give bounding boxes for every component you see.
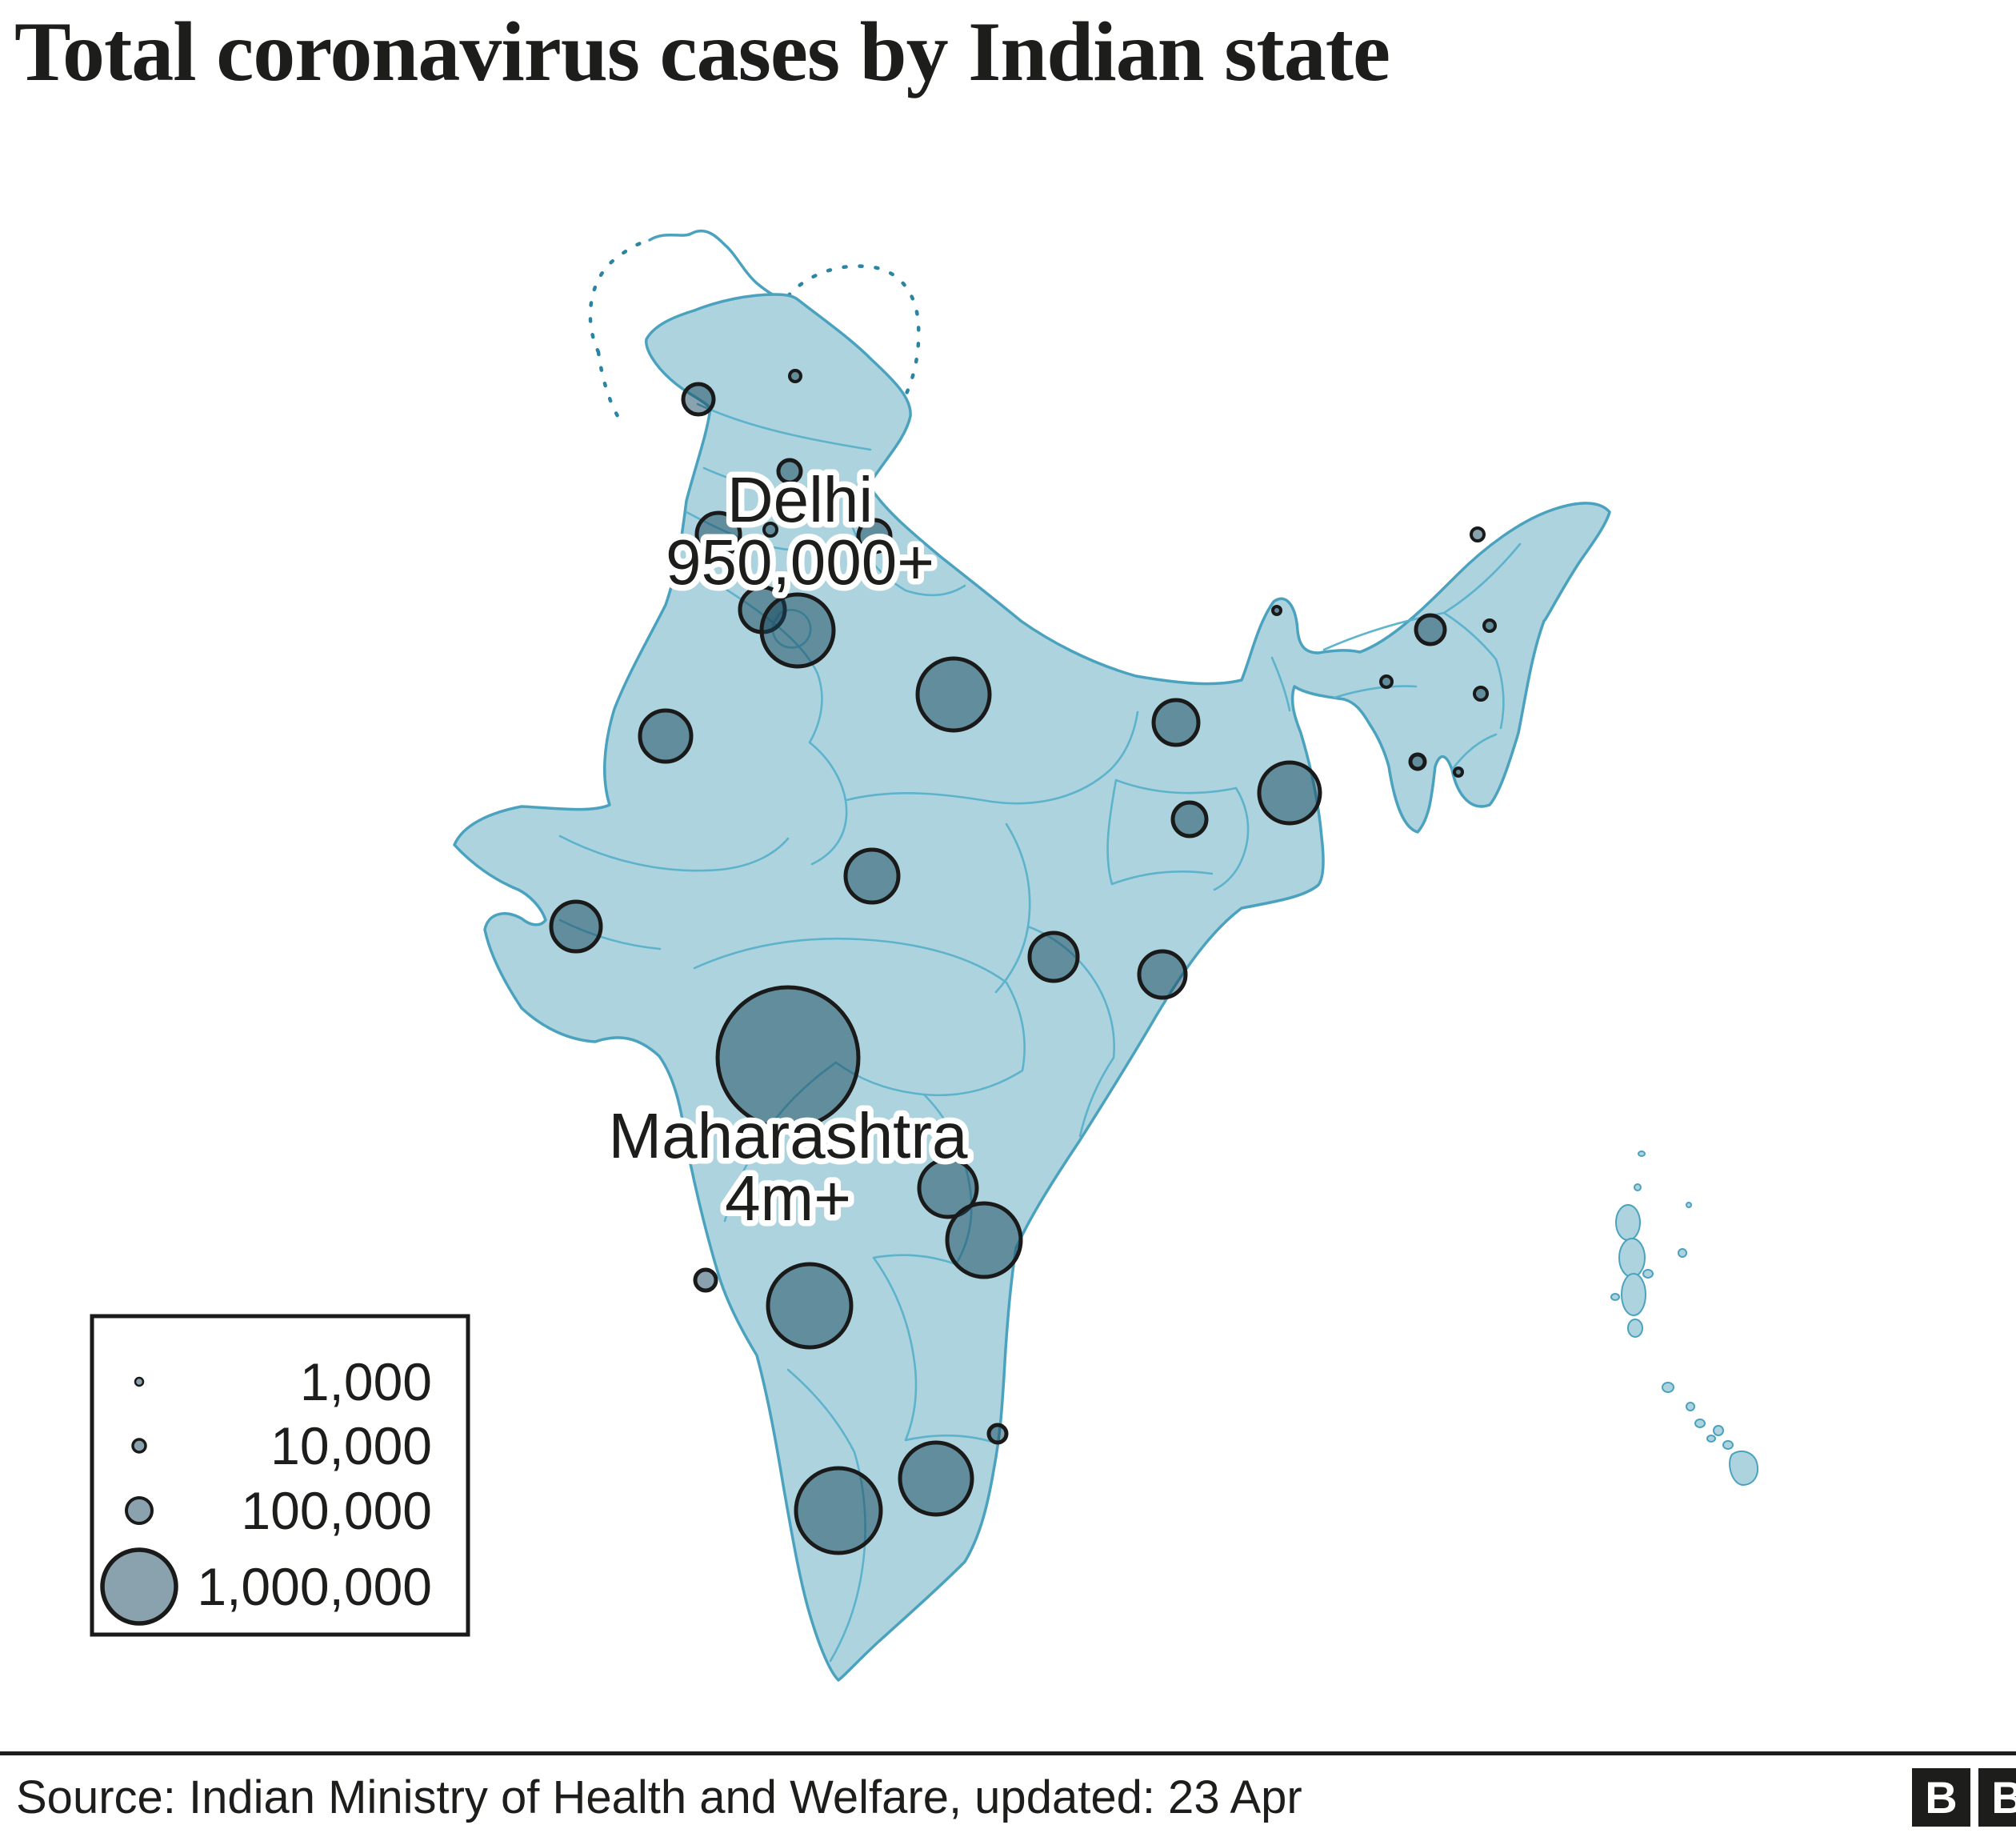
bubbles-layer xyxy=(549,369,1497,1555)
andaman-nicobar-islands xyxy=(1610,1151,1758,1487)
bubble-puducherry xyxy=(986,1423,1009,1445)
bubble-bihar xyxy=(1151,698,1201,747)
northern-border-line xyxy=(648,229,782,300)
bubble-andhra-pradesh xyxy=(945,1201,1023,1279)
bubble-assam xyxy=(1414,613,1447,646)
bubble-madhya-pradesh xyxy=(843,847,901,905)
bubble-arunachal-pradesh xyxy=(1470,526,1486,542)
bubble-tamil-nadu xyxy=(898,1440,974,1517)
legend-circle-100000 xyxy=(125,1496,154,1525)
bubble-punjab xyxy=(694,510,742,558)
bubble-karnataka xyxy=(766,1262,854,1350)
bubble-odisha xyxy=(1137,949,1188,1000)
page-title: Total coronavirus cases by Indian state xyxy=(14,5,1390,98)
legend-label-1000000: 1,000,000 xyxy=(197,1557,432,1616)
bubble-goa xyxy=(693,1267,718,1293)
legend-label-10000: 10,000 xyxy=(270,1416,432,1475)
maharashtra-label-line2: 4m+ xyxy=(725,1163,851,1234)
bubble-gujarat xyxy=(549,899,603,954)
delhi-label-line2: 950,000+ xyxy=(666,526,934,598)
legend-label-1000: 1,000 xyxy=(300,1352,432,1411)
bbc-logo: BBC xyxy=(1912,1768,2016,1827)
bubble-nagaland xyxy=(1482,618,1497,633)
bubble-kerala xyxy=(794,1466,883,1555)
bubble-rajasthan xyxy=(638,708,694,764)
source-text: Source: Indian Ministry of Health and We… xyxy=(16,1771,1302,1823)
maharashtra-label-line1: Maharashtra xyxy=(608,1100,968,1171)
bubble-uttar-pradesh xyxy=(915,656,992,733)
bbc-logo-letter-b: B xyxy=(1978,1768,2016,1827)
bubble-jammu-kashmir xyxy=(681,382,716,417)
bubble-maharashtra xyxy=(715,985,861,1131)
bubble-tripura xyxy=(1408,752,1427,771)
bubble-himachal-pradesh xyxy=(776,458,803,485)
bubble-jharkhand xyxy=(1170,800,1209,838)
footer-divider xyxy=(0,1751,2016,1755)
bubble-manipur xyxy=(1473,686,1489,702)
bubble-meghalaya xyxy=(1379,674,1394,689)
bubble-delhi xyxy=(759,592,836,669)
bubble-telangana xyxy=(917,1157,979,1219)
bbc-logo-letter-b: B xyxy=(1912,1768,1970,1827)
bubble-mizoram xyxy=(1453,766,1464,778)
legend-label-100000: 100,000 xyxy=(241,1481,432,1540)
bubble-ladakh xyxy=(788,369,802,383)
india-landmass xyxy=(453,293,1611,1682)
bubble-chhattisgarh xyxy=(1027,931,1080,983)
state-borders xyxy=(558,402,1522,1663)
legend-circle-1000000 xyxy=(100,1547,178,1626)
bubble-chandigarh xyxy=(762,522,778,538)
bubble-sikkim xyxy=(1271,605,1282,616)
bubble-west-bengal xyxy=(1257,760,1322,826)
delhi-label-line1: Delhi xyxy=(727,464,873,535)
bubble-uttarakhand xyxy=(856,518,893,554)
legend-circle-10000 xyxy=(131,1438,147,1454)
legend-circle-1000 xyxy=(134,1376,145,1387)
